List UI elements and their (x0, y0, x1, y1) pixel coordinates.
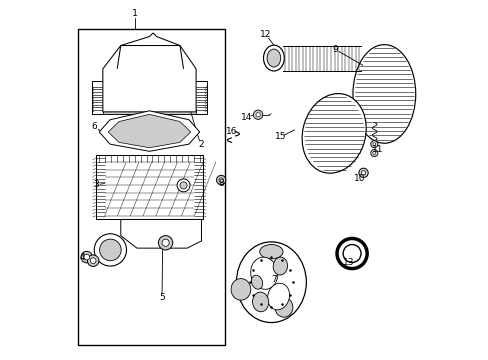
Ellipse shape (263, 45, 284, 71)
Circle shape (343, 244, 360, 262)
Circle shape (253, 110, 262, 120)
Polygon shape (102, 45, 196, 112)
Text: 12: 12 (260, 30, 271, 39)
Circle shape (372, 143, 375, 145)
Ellipse shape (250, 257, 277, 289)
Circle shape (372, 152, 375, 154)
Circle shape (361, 171, 365, 175)
Ellipse shape (273, 257, 287, 275)
Ellipse shape (302, 94, 366, 173)
Circle shape (158, 235, 172, 250)
Polygon shape (108, 114, 190, 148)
Bar (96, 155, 203, 220)
Circle shape (162, 239, 169, 246)
Ellipse shape (230, 279, 250, 300)
Circle shape (87, 255, 99, 266)
Circle shape (100, 239, 121, 261)
Text: 4: 4 (80, 253, 85, 262)
Ellipse shape (267, 283, 289, 310)
Circle shape (216, 175, 225, 185)
Ellipse shape (236, 242, 306, 323)
Circle shape (90, 258, 96, 264)
Text: 6: 6 (92, 122, 97, 131)
Text: 8: 8 (218, 179, 224, 188)
Text: 3: 3 (93, 180, 99, 189)
Polygon shape (99, 111, 199, 151)
Text: 5: 5 (159, 293, 164, 302)
Text: 10: 10 (353, 174, 364, 183)
Text: 15: 15 (274, 132, 285, 141)
Ellipse shape (352, 45, 415, 143)
Circle shape (180, 182, 187, 189)
Circle shape (358, 168, 367, 177)
Ellipse shape (266, 49, 280, 67)
Ellipse shape (252, 292, 268, 312)
Ellipse shape (274, 297, 292, 317)
Circle shape (83, 254, 89, 260)
Bar (78, 30, 224, 345)
Text: 13: 13 (342, 258, 353, 267)
Polygon shape (121, 220, 201, 248)
Text: 14: 14 (241, 113, 252, 122)
Text: 7: 7 (270, 275, 276, 284)
Circle shape (219, 178, 223, 182)
Text: 1: 1 (132, 9, 138, 18)
Ellipse shape (251, 275, 262, 289)
Circle shape (370, 140, 377, 148)
Circle shape (81, 251, 92, 263)
Ellipse shape (259, 244, 283, 259)
Circle shape (94, 234, 126, 266)
Text: 16: 16 (226, 127, 237, 136)
Text: 2: 2 (198, 140, 203, 149)
FancyBboxPatch shape (102, 109, 196, 114)
Circle shape (370, 149, 377, 157)
Text: 9: 9 (331, 45, 337, 54)
Text: 11: 11 (371, 145, 383, 154)
Circle shape (177, 179, 190, 192)
Circle shape (255, 113, 260, 117)
